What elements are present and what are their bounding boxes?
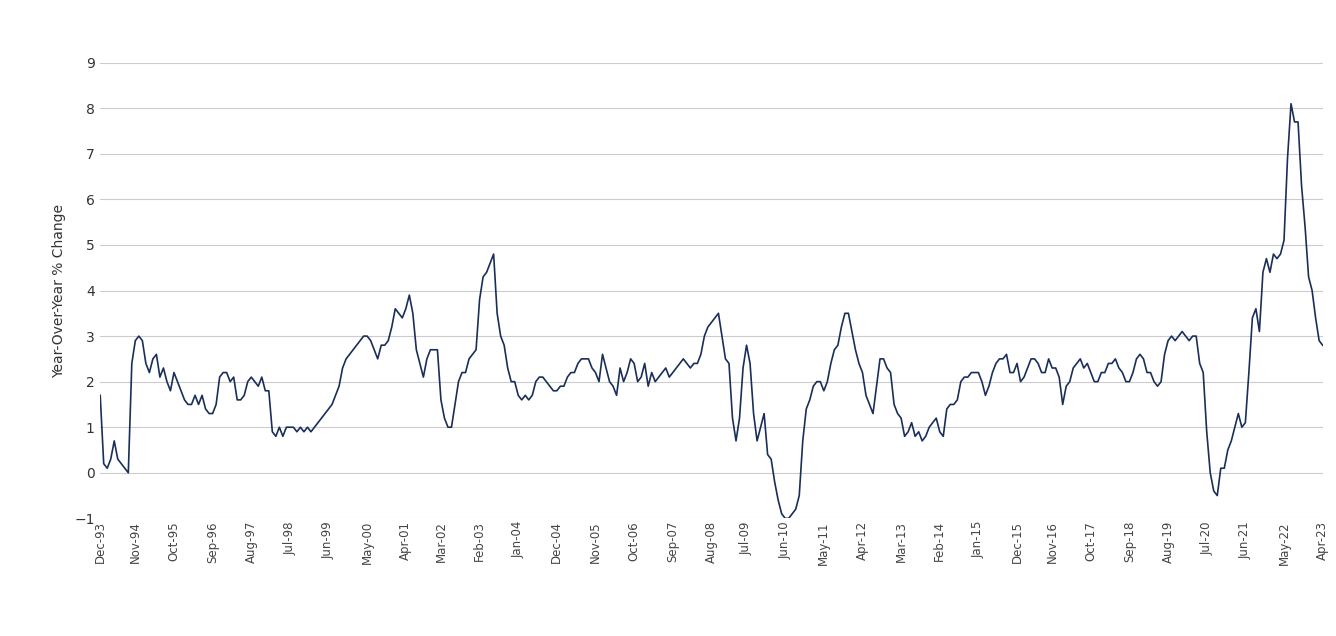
Text: Domestic Consumer Prices Have Moderated Toward the Bank of Canada's Target: Domestic Consumer Prices Have Moderated … — [11, 16, 823, 34]
Y-axis label: Year-Over-Year % Change: Year-Over-Year % Change — [52, 204, 65, 378]
